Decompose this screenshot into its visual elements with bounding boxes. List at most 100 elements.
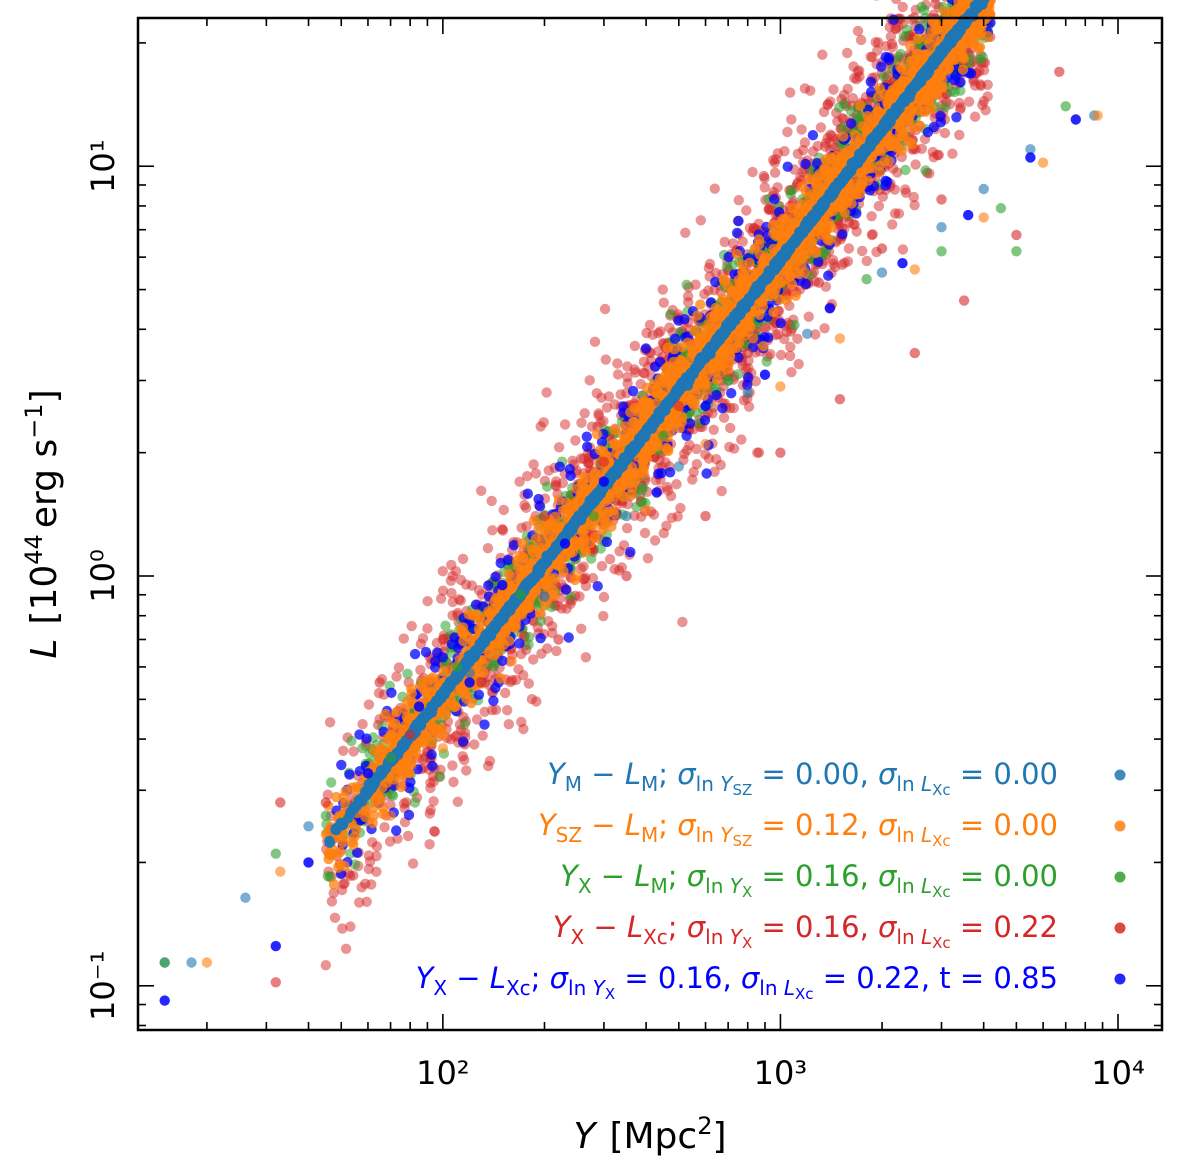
data-point xyxy=(598,456,610,467)
data-point xyxy=(464,677,475,688)
data-point xyxy=(834,394,846,405)
data-point xyxy=(515,589,526,600)
data-point xyxy=(673,400,684,412)
data-point xyxy=(303,857,314,868)
data-point xyxy=(897,258,908,269)
tick-labels: 10² 10³ 10⁴ 10⁻¹ 10⁰ 10¹ xyxy=(84,139,1145,1092)
data-point xyxy=(978,183,989,195)
data-point xyxy=(775,447,786,458)
series-1 xyxy=(201,110,1103,968)
data-point xyxy=(159,995,170,1006)
data-point xyxy=(789,319,800,331)
data-point xyxy=(834,333,846,344)
data-point xyxy=(1011,246,1022,257)
series-2 xyxy=(159,101,1071,968)
data-point xyxy=(742,347,753,359)
data-point xyxy=(936,246,947,257)
legend-marker xyxy=(1114,922,1126,934)
data-point xyxy=(476,677,487,688)
data-point xyxy=(572,570,583,582)
data-point xyxy=(497,579,508,591)
y-tick-label: 10⁻¹ xyxy=(84,951,122,1021)
legend: YM − LM; σln YSZ = 0.00, σln LXc = 0.00 Y… xyxy=(416,757,1126,1003)
data-point xyxy=(1011,229,1022,241)
data-point xyxy=(936,222,947,233)
legend-entry-text: YSZ − LM; σln YSZ = 0.12, σln LXc = 0.00 xyxy=(538,808,1058,850)
data-point xyxy=(742,387,753,398)
data-point xyxy=(978,212,989,223)
data-point xyxy=(437,634,449,645)
data-point xyxy=(700,400,711,412)
data-point xyxy=(374,677,385,688)
legend-marker xyxy=(1114,973,1126,985)
data-point xyxy=(240,892,251,903)
data-point xyxy=(385,810,396,821)
data-point xyxy=(1037,157,1049,168)
data-point xyxy=(362,768,374,779)
data-point xyxy=(1070,114,1082,125)
data-point xyxy=(588,510,599,522)
data-point xyxy=(876,267,888,278)
data-point xyxy=(270,977,281,988)
data-point xyxy=(270,848,281,859)
x-tick-label: 10² xyxy=(416,1054,470,1092)
data-point xyxy=(320,797,331,808)
data-point xyxy=(700,438,711,450)
data-point xyxy=(640,504,652,516)
data-point xyxy=(275,866,286,877)
data-point xyxy=(1054,66,1065,78)
data-point xyxy=(303,821,314,832)
data-point xyxy=(362,785,374,796)
data-point xyxy=(651,487,662,498)
data-point xyxy=(437,743,449,754)
data-point xyxy=(802,328,813,339)
x-axis-label: Y [Mpc2] xyxy=(573,1112,726,1157)
y-tick-label: 10⁰ xyxy=(84,549,122,603)
legend-entry-text: YX − LM; σln YX = 0.16, σln LXc = 0.00 xyxy=(560,859,1058,901)
data-point xyxy=(861,274,872,285)
y-tick-label: 10¹ xyxy=(84,139,122,193)
data-point xyxy=(876,243,888,254)
band-cloud-4 xyxy=(324,0,990,848)
data-point xyxy=(936,194,947,205)
series-3 xyxy=(270,66,1065,988)
legend-entry-text: YM − LM; σln YSZ = 0.00, σln LXc = 0.00 xyxy=(547,757,1058,799)
data-point xyxy=(621,570,632,582)
data-point xyxy=(413,701,425,712)
data-point xyxy=(330,848,341,859)
data-points xyxy=(159,66,1103,1006)
data-point xyxy=(909,264,920,275)
data-point xyxy=(404,729,416,740)
data-point xyxy=(320,810,331,821)
data-point xyxy=(909,347,920,359)
legend-entry-text: YX − LXc; σln YX = 0.16, σln LXc = 0.22 xyxy=(553,910,1058,952)
data-point xyxy=(1025,144,1036,155)
data-point xyxy=(270,940,281,952)
data-point xyxy=(958,295,970,306)
data-point xyxy=(539,510,550,522)
series-4 xyxy=(159,114,1082,1006)
data-point xyxy=(186,957,197,968)
legend-marker xyxy=(1114,820,1126,832)
data-point xyxy=(963,209,974,221)
legend-marker xyxy=(1114,769,1126,781)
data-point xyxy=(385,752,396,763)
data-point xyxy=(621,510,632,522)
data-point xyxy=(1025,152,1036,163)
data-point xyxy=(813,277,825,288)
legend-marker xyxy=(1114,871,1126,883)
data-point xyxy=(824,303,835,314)
data-point xyxy=(1060,101,1071,112)
data-point xyxy=(553,634,564,645)
data-point xyxy=(722,375,734,386)
data-point xyxy=(700,510,711,522)
data-point xyxy=(539,591,550,602)
data-point xyxy=(506,655,517,667)
data-point xyxy=(275,797,286,808)
data-point xyxy=(464,667,475,679)
data-point xyxy=(598,476,610,487)
plot-frame xyxy=(136,16,1164,1032)
axis-ticks xyxy=(138,18,1162,1030)
data-point xyxy=(775,381,786,392)
